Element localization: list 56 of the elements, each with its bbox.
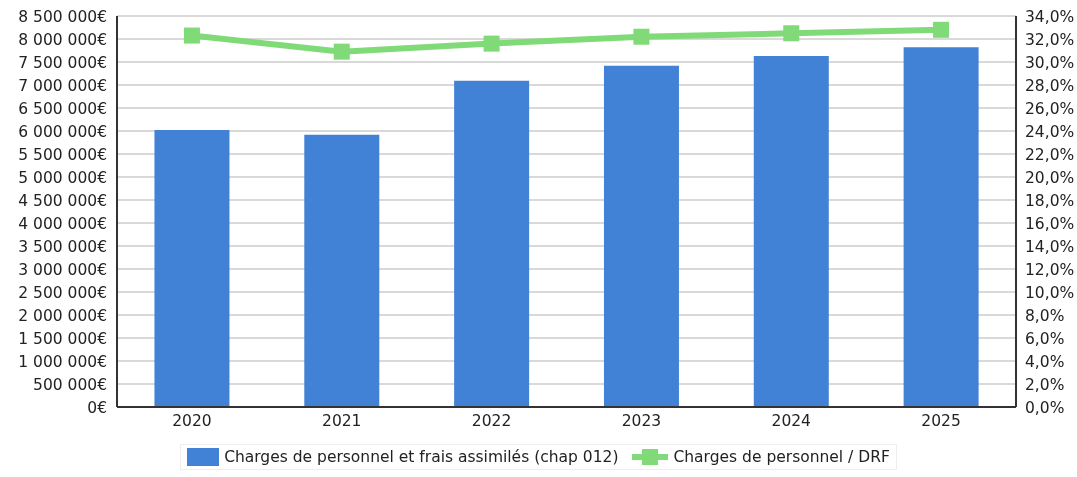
- y2-tick-label: 20,0%: [1025, 168, 1075, 187]
- bar: [753, 56, 829, 407]
- point: [783, 25, 800, 42]
- y-tick-label: 0€: [87, 398, 107, 417]
- point: [483, 35, 500, 52]
- y2-tick-label: 6,0%: [1025, 329, 1065, 348]
- legend-label: Charges de personnel et frais assimilés (chap 012): [224, 448, 619, 466]
- y2-tick-label: 22,0%: [1025, 145, 1075, 164]
- y2-tick-label: 10,0%: [1025, 283, 1075, 302]
- y-tick-label: 7 500 000€: [18, 53, 107, 72]
- y2-tick-label: 26,0%: [1025, 99, 1075, 118]
- y2-tick-label: 2,0%: [1025, 375, 1065, 394]
- y2-tick-label: 8,0%: [1025, 306, 1065, 325]
- point: [183, 27, 200, 44]
- y-tick-label: 1 000 000€: [18, 352, 107, 371]
- y2-tick-label: 18,0%: [1025, 191, 1075, 210]
- y-tick-label: 4 500 000€: [18, 191, 107, 210]
- legend-label: Charges de personnel / DRF: [673, 448, 890, 466]
- y-tick-label: 5 000 000€: [18, 168, 107, 187]
- x-tick-label: 2024: [771, 412, 811, 431]
- y2-tick-label: 30,0%: [1025, 53, 1075, 72]
- y2-tick-label: 12,0%: [1025, 260, 1075, 279]
- y2-tick-label: 28,0%: [1025, 76, 1075, 95]
- y-tick-label: 2 500 000€: [18, 283, 107, 302]
- y-tick-label: 500 000€: [33, 375, 107, 394]
- y-tick-label: 8 500 000€: [18, 7, 107, 26]
- point: [633, 28, 650, 45]
- x-tick-label: 2022: [471, 412, 512, 431]
- bar: [154, 130, 230, 407]
- y-tick-label: 5 500 000€: [18, 145, 107, 164]
- y2-tick-label: 32,0%: [1025, 30, 1075, 49]
- y-tick-label: 1 500 000€: [18, 329, 107, 348]
- y-tick-label: 6 500 000€: [18, 99, 107, 118]
- bar: [603, 65, 679, 407]
- point: [933, 21, 950, 38]
- y-tick-label: 6 000 000€: [18, 122, 107, 141]
- bar: [903, 47, 979, 407]
- y2-tick-label: 24,0%: [1025, 122, 1075, 141]
- y-tick-label: 8 000 000€: [18, 30, 107, 49]
- y2-tick-label: 14,0%: [1025, 237, 1075, 256]
- y2-tick-label: 16,0%: [1025, 214, 1075, 233]
- x-tick-label: 2023: [621, 412, 662, 431]
- y2-tick-label: 34,0%: [1025, 7, 1075, 26]
- y2-tick-label: 4,0%: [1025, 352, 1065, 371]
- x-tick-label: 2021: [322, 412, 362, 431]
- bar: [304, 134, 380, 407]
- x-tick-label: 2025: [921, 412, 961, 431]
- y-tick-label: 3 000 000€: [18, 260, 107, 279]
- y-tick-label: 7 000 000€: [18, 76, 107, 95]
- x-tick-label: 2020: [172, 412, 212, 431]
- y-tick-label: 4 000 000€: [18, 214, 107, 233]
- bar: [454, 80, 530, 407]
- y-tick-label: 2 000 000€: [18, 306, 107, 325]
- y-tick-label: 3 500 000€: [18, 237, 107, 256]
- y2-tick-label: 0,0%: [1025, 398, 1065, 417]
- point: [333, 43, 350, 60]
